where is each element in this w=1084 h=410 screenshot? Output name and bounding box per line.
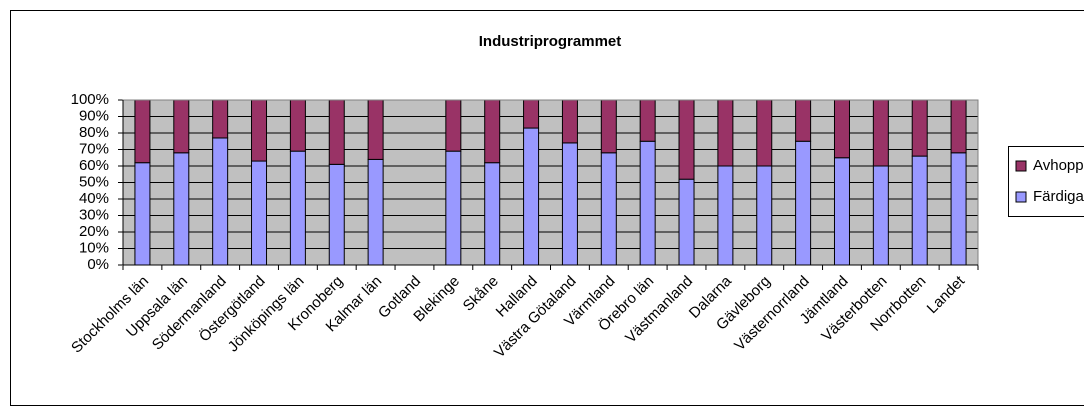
bar-segment [756, 165, 773, 266]
bar-segment [756, 99, 773, 167]
legend-swatch [1015, 191, 1027, 203]
y-tick-label: 30% [79, 206, 109, 223]
y-tick-label: 90% [79, 107, 109, 124]
bar-segment [289, 99, 306, 152]
bar-segment [212, 137, 229, 266]
bar-segment [872, 99, 889, 167]
y-tick-label: 70% [79, 140, 109, 157]
y-tick-label: 0% [87, 256, 109, 273]
bar-segment [328, 99, 345, 165]
bar-segment [833, 99, 850, 159]
y-tick-label: 40% [79, 190, 109, 207]
bar-segment [445, 99, 462, 152]
y-tick-label: 100% [71, 91, 109, 108]
bar-segment [445, 150, 462, 266]
bar-segment [173, 152, 190, 266]
bar-segment [600, 152, 617, 266]
legend-label: Färdiga [1033, 188, 1084, 205]
y-tick-label: 10% [79, 239, 109, 256]
bar-segment [678, 99, 695, 180]
bar-segment [251, 160, 268, 266]
bar-segment [872, 165, 889, 266]
bar-segment [717, 99, 734, 167]
bar-segment [561, 99, 578, 144]
bar-segment [795, 140, 812, 266]
legend-label: Avhopp [1033, 157, 1084, 174]
bar-segment [251, 99, 268, 162]
bar-segment [484, 99, 501, 164]
bar-segment [639, 140, 656, 266]
bar-segment [950, 152, 967, 266]
y-tick-label: 80% [79, 124, 109, 141]
bar-segment [173, 99, 190, 154]
y-tick-label: 20% [79, 223, 109, 240]
bar-segment [212, 99, 229, 139]
legend-swatch [1015, 160, 1027, 172]
bar-segment [134, 99, 151, 164]
bar-segment [833, 157, 850, 266]
legend-box [1008, 146, 1084, 217]
bar-segment [950, 99, 967, 154]
bar-segment [134, 162, 151, 266]
bar-segment [717, 165, 734, 266]
bar-segment [523, 99, 540, 129]
bar-segment [600, 99, 617, 154]
bar-segment [367, 99, 384, 160]
y-tick-label: 60% [79, 157, 109, 174]
bar-segment [367, 158, 384, 266]
bar-segment [523, 127, 540, 266]
bar-segment [795, 99, 812, 142]
bar-segment [328, 163, 345, 266]
bar-segment [289, 150, 306, 266]
bar-segment [484, 162, 501, 266]
bar-segment [911, 99, 928, 157]
bar-segment [561, 142, 578, 266]
chart-title: Industriprogrammet [479, 33, 622, 50]
bar-segment [678, 178, 695, 266]
bar-segment [639, 99, 656, 142]
bar-segment [911, 155, 928, 266]
y-tick-label: 50% [79, 173, 109, 190]
